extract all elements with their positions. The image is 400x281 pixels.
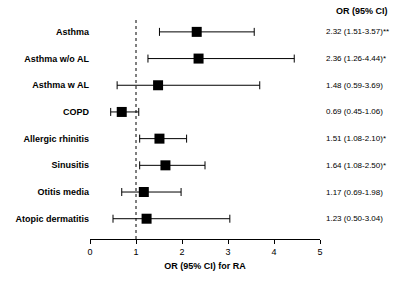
- svg-text:Allergic rhinitis: Allergic rhinitis: [23, 134, 89, 144]
- svg-text:1.51 (1.08-2.10)*: 1.51 (1.08-2.10)*: [326, 134, 386, 143]
- svg-text:1.23 (0.50-3.04): 1.23 (0.50-3.04): [326, 214, 383, 223]
- svg-text:OR (95% CI): OR (95% CI): [336, 6, 388, 16]
- svg-text:2.36 (1.26-4.44)*: 2.36 (1.26-4.44)*: [326, 54, 386, 63]
- svg-text:4: 4: [271, 247, 276, 257]
- svg-text:5: 5: [317, 247, 322, 257]
- svg-text:1: 1: [133, 247, 138, 257]
- svg-text:0.69 (0.45-1.06): 0.69 (0.45-1.06): [326, 107, 383, 116]
- svg-text:Atopic dermatitis: Atopic dermatitis: [15, 214, 89, 224]
- svg-text:1.64 (1.08-2.50)*: 1.64 (1.08-2.50)*: [326, 161, 386, 170]
- svg-text:1.48 (0.59-3.69): 1.48 (0.59-3.69): [326, 81, 383, 90]
- svg-text:Asthma: Asthma: [56, 27, 90, 37]
- svg-text:COPD: COPD: [63, 107, 90, 117]
- svg-text:Otitis media: Otitis media: [37, 187, 90, 197]
- svg-text:0: 0: [87, 247, 92, 257]
- svg-text:OR (95% CI) for RA: OR (95% CI) for RA: [164, 261, 246, 271]
- svg-text:2: 2: [179, 247, 184, 257]
- svg-text:1.17 (0.69-1.98): 1.17 (0.69-1.98): [326, 188, 383, 197]
- svg-text:3: 3: [225, 247, 230, 257]
- svg-text:Asthma w/o AL: Asthma w/o AL: [24, 54, 89, 64]
- svg-text:2.32 (1.51-3.57)**: 2.32 (1.51-3.57)**: [326, 27, 389, 36]
- svg-text:Sinusitis: Sinusitis: [51, 160, 89, 170]
- svg-text:Asthma w AL: Asthma w AL: [32, 80, 89, 90]
